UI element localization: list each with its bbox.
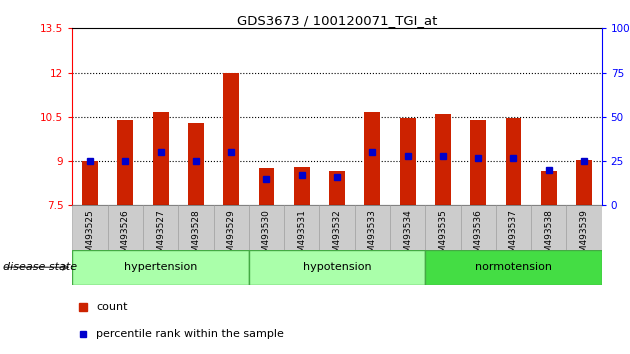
Bar [329,171,345,205]
Text: GSM493536: GSM493536 [474,209,483,264]
Bar [143,205,178,250]
Text: count: count [96,302,128,312]
Bar [496,205,531,250]
Bar [576,160,592,205]
Bar [399,118,416,205]
Text: GSM493529: GSM493529 [227,209,236,264]
Text: GSM493535: GSM493535 [438,209,447,264]
Bar [505,118,522,205]
Bar [461,205,496,250]
Bar [390,205,425,250]
Text: GSM493538: GSM493538 [544,209,553,264]
Text: GSM493532: GSM493532 [333,209,341,264]
Text: percentile rank within the sample: percentile rank within the sample [96,329,284,339]
Bar [223,73,239,205]
Bar [108,205,143,250]
Bar [72,205,108,250]
Bar [541,171,557,205]
Bar [566,205,602,250]
Bar [72,250,249,285]
Text: GSM493525: GSM493525 [86,209,94,264]
Bar [117,120,134,205]
Text: GSM493528: GSM493528 [192,209,200,264]
Bar [364,113,381,205]
Text: hypertension: hypertension [124,262,197,272]
Bar [319,205,355,250]
Bar [152,113,169,205]
Text: hypotension: hypotension [303,262,371,272]
Text: GSM493539: GSM493539 [580,209,588,264]
Text: GSM493531: GSM493531 [297,209,306,264]
Bar [188,123,204,205]
Text: GSM493537: GSM493537 [509,209,518,264]
Bar [249,205,284,250]
Bar [82,161,98,205]
Text: normotension: normotension [475,262,552,272]
Text: GSM493530: GSM493530 [262,209,271,264]
Bar [294,167,310,205]
Text: GSM493533: GSM493533 [368,209,377,264]
Bar [355,205,390,250]
Bar [249,250,425,285]
Bar [258,169,275,205]
Bar [531,205,566,250]
Bar [425,250,602,285]
Text: disease state: disease state [3,262,77,272]
Title: GDS3673 / 100120071_TGI_at: GDS3673 / 100120071_TGI_at [237,14,437,27]
Bar [284,205,319,250]
Bar [214,205,249,250]
Bar [435,114,451,205]
Bar [178,205,214,250]
Bar [425,205,461,250]
Text: GSM493527: GSM493527 [156,209,165,264]
Bar [470,120,486,205]
Text: GSM493534: GSM493534 [403,209,412,264]
Text: GSM493526: GSM493526 [121,209,130,264]
